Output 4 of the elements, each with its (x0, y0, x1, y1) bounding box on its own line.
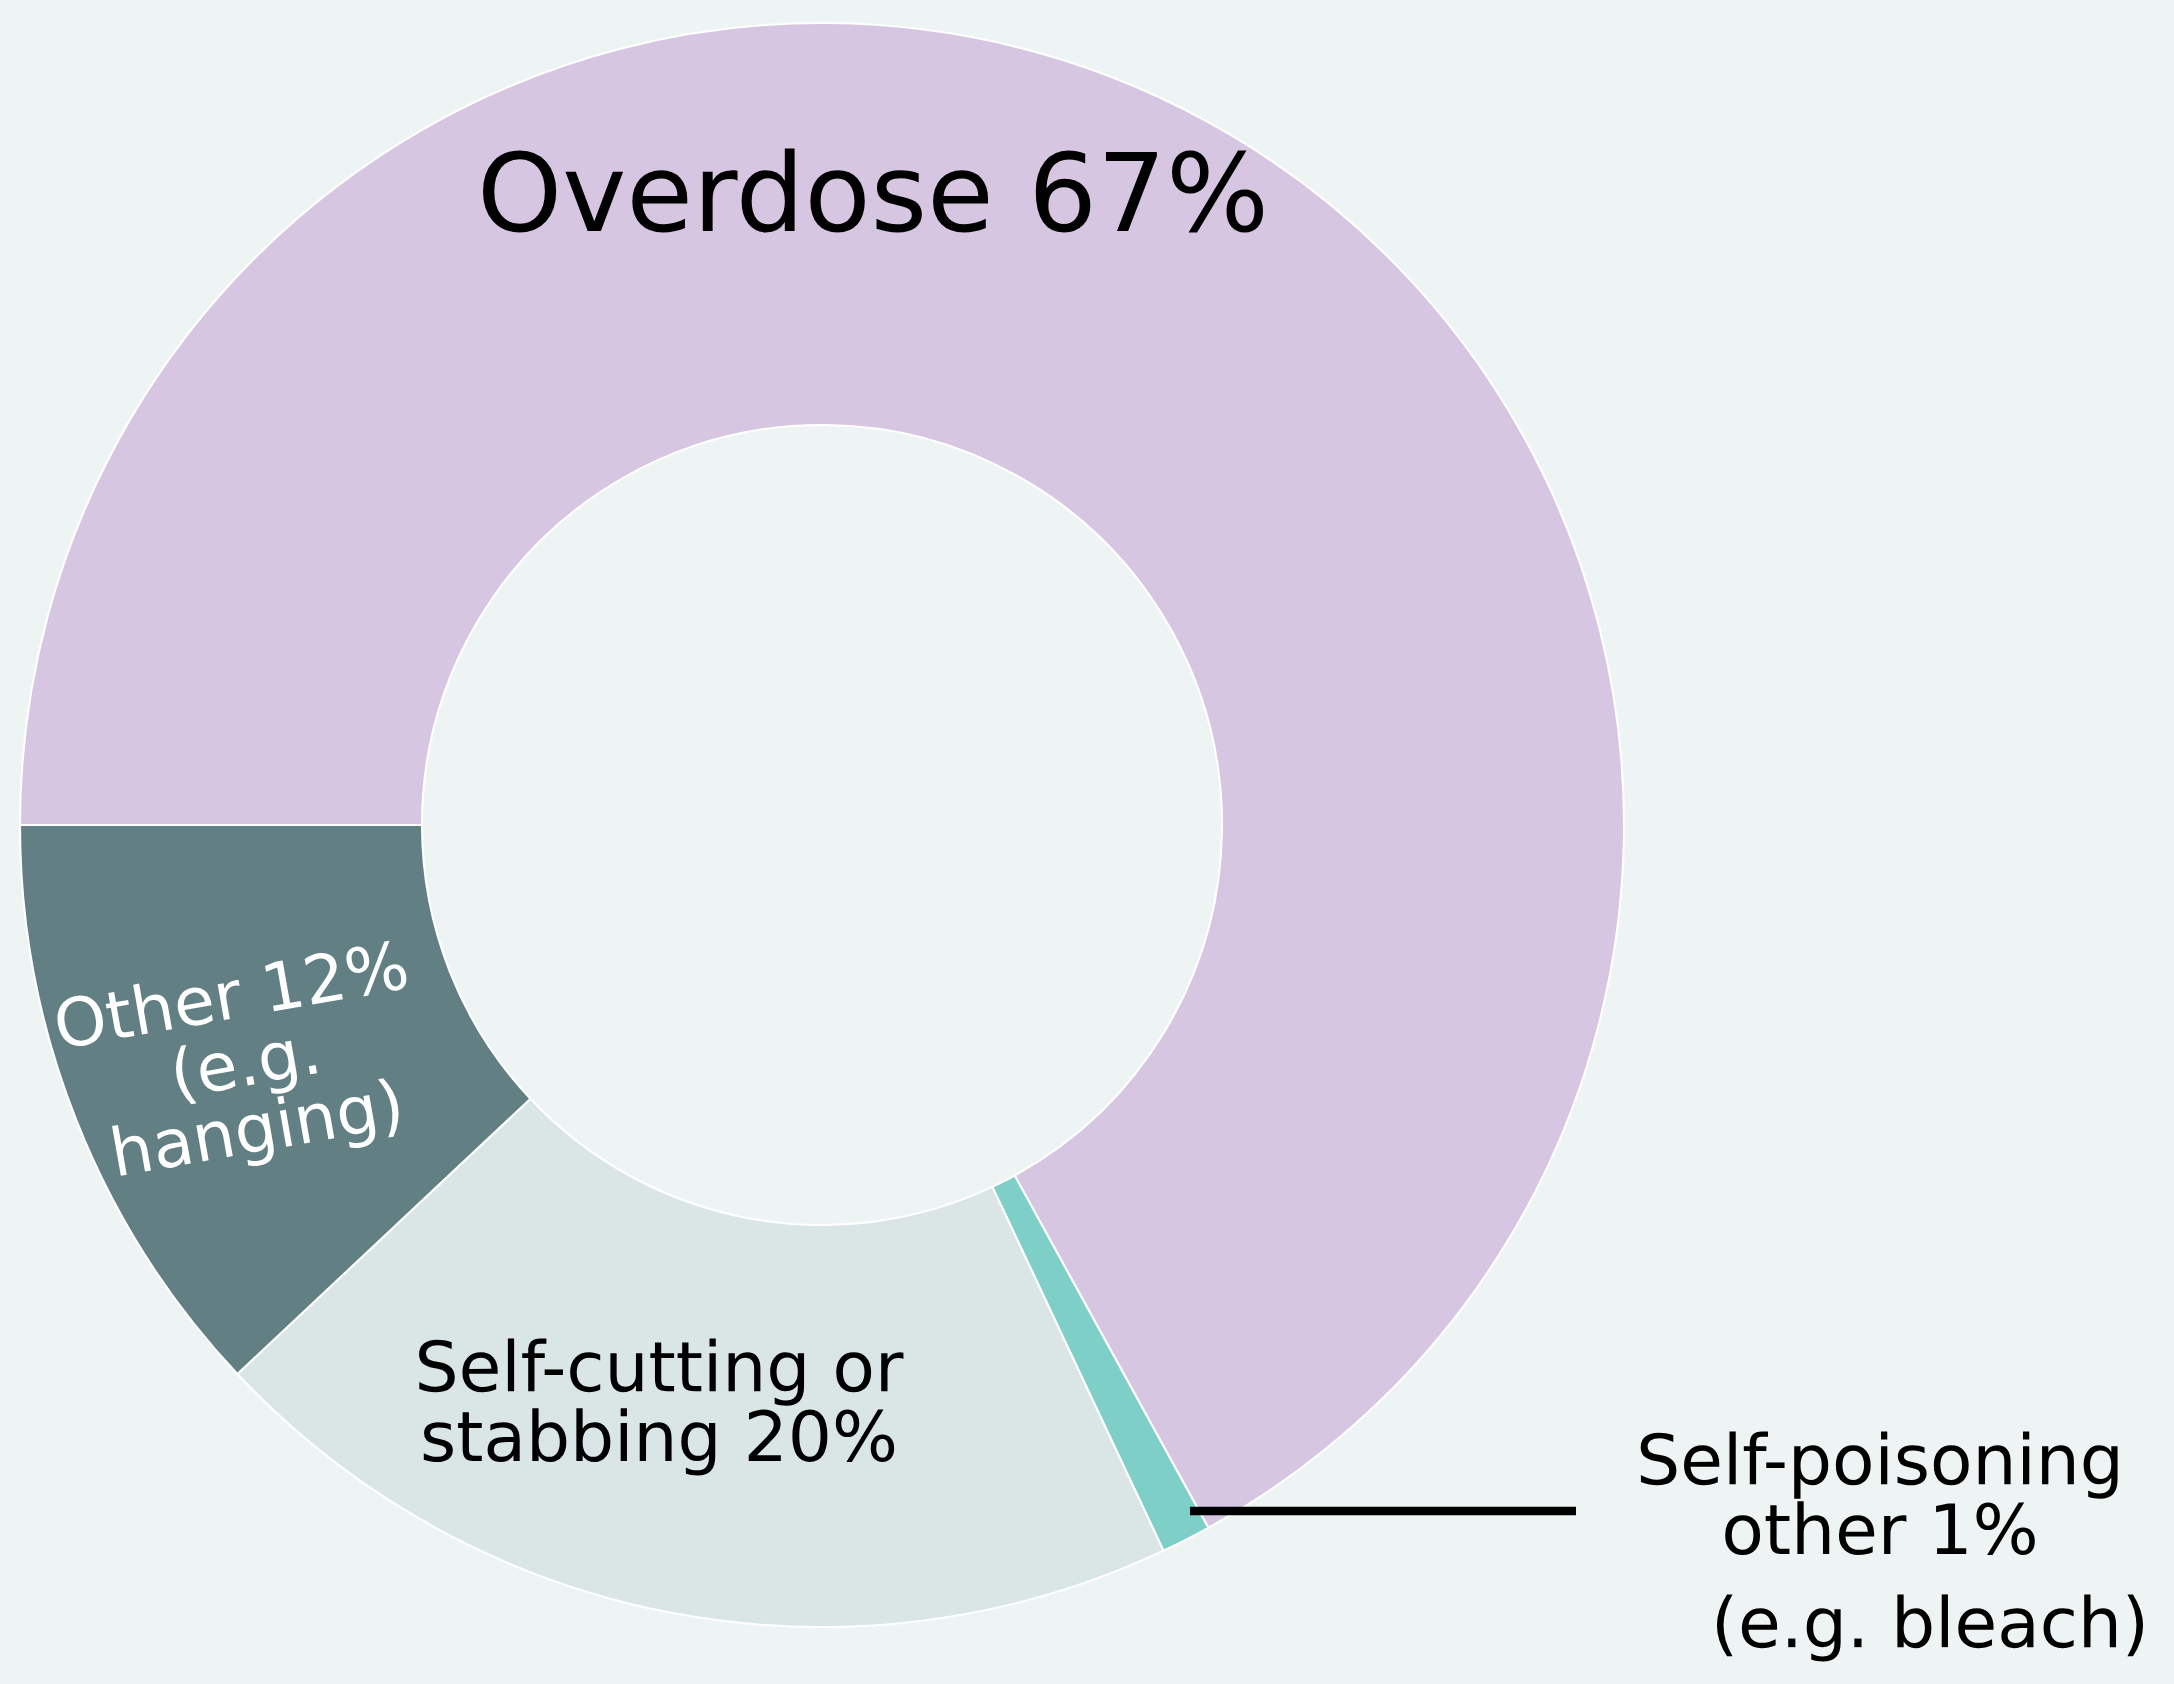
slice-label: Self-poisoning other 1% (1640, 1431, 2118, 1556)
slice-label: Self-cutting or stabbing 20% (419, 1338, 904, 1476)
text: (e.g. bleach) (1716, 1594, 2144, 1662)
slice-label: Overdose 67% (483, 148, 1264, 233)
